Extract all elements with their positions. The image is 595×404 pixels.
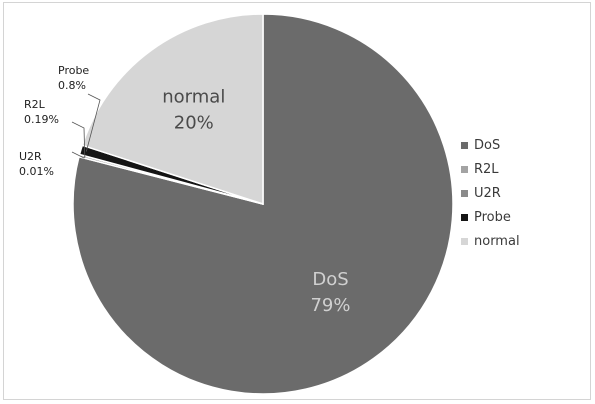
legend-label-u2r: U2R [474, 186, 501, 201]
legend-swatch-probe [461, 214, 468, 221]
data-label-normal-value: 20% [174, 113, 214, 134]
slice-dos [72, 13, 454, 395]
legend: DoS R2L U2R Probe normal [461, 138, 520, 249]
leader-lines [71, 93, 101, 159]
data-label-probe-category: Probe [58, 64, 89, 77]
leader-line-u2r [71, 151, 86, 159]
legend-label-r2l: R2L [474, 162, 499, 177]
data-label-probe-value: 0.8% [58, 79, 86, 92]
legend-swatch-u2r [461, 190, 468, 197]
legend-label-normal: normal [474, 234, 520, 249]
leader-line-probe [85, 93, 101, 152]
legend-swatch-dos [461, 142, 468, 149]
data-labels: DoS 79% R2L 0.19% U2R 0.01% Probe 0.8% normal 20% [19, 64, 351, 316]
legend-swatch-normal [461, 238, 468, 245]
data-label-r2l-category: R2L [24, 98, 46, 111]
pie-slices [72, 13, 454, 395]
data-label-u2r-value: 0.01% [19, 165, 54, 178]
data-label-u2r-category: U2R [19, 150, 42, 163]
leader-line-r2l [71, 121, 86, 158]
data-label-dos-value: 79% [310, 295, 350, 316]
data-label-dos-category: DoS [312, 269, 348, 290]
legend-swatch-r2l [461, 166, 468, 173]
slice-normal [81, 13, 264, 206]
legend-label-probe: Probe [474, 210, 511, 225]
data-label-r2l-value: 0.19% [24, 113, 59, 126]
data-label-normal-category: normal [162, 87, 225, 108]
legend-label-dos: DoS [474, 138, 500, 153]
